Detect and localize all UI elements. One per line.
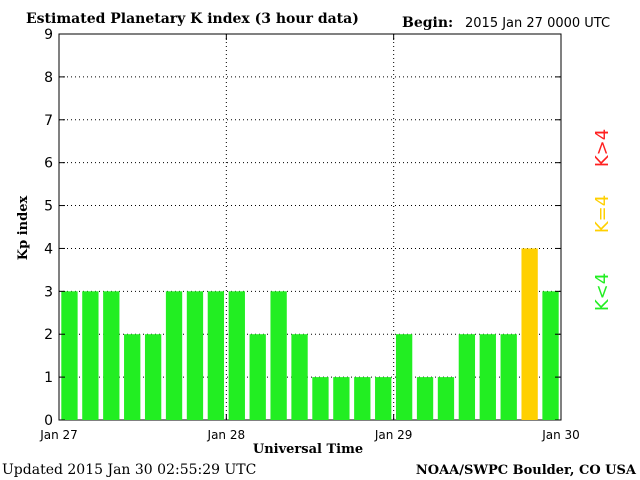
kp-bar	[61, 291, 78, 420]
plot-area	[58, 33, 562, 421]
y-tick-label: 8	[44, 70, 53, 86]
x-tick-label: Jan 28	[207, 428, 246, 442]
y-tick-label: 9	[44, 27, 53, 43]
kp-bar	[458, 334, 476, 420]
y-tick-label: 6	[44, 156, 53, 172]
kp-bar	[207, 291, 225, 420]
x-tick-label: Jan 29	[374, 428, 413, 442]
y-tick-label: 2	[44, 327, 53, 343]
y-tick-label: 5	[44, 199, 53, 215]
chart-title: Estimated Planetary K index (3 hour data…	[26, 11, 359, 27]
kp-bar	[82, 291, 99, 420]
kp-bar	[542, 291, 559, 420]
bar-series	[61, 248, 559, 420]
kp-bar	[165, 291, 183, 420]
x-tick-label: Jan 27	[39, 428, 78, 442]
kp-bar	[291, 334, 308, 420]
kp-bar	[312, 377, 329, 420]
x-axis-label: Universal Time	[253, 442, 363, 457]
legend-k-greater-4: K>4	[592, 129, 613, 167]
kp-bar	[500, 334, 517, 420]
y-tick-label: 3	[44, 284, 53, 300]
y-tick-label: 7	[44, 113, 53, 129]
source-credit: NOAA/SWPC Boulder, CO USA	[416, 463, 637, 478]
x-axis-ticks: Jan 27 Jan 28 Jan 29 Jan 30	[39, 34, 580, 442]
begin-value: 2015 Jan 27 0000 UTC	[465, 16, 610, 31]
kp-bar	[186, 291, 204, 420]
kp-bar	[521, 248, 538, 420]
legend-k-less-4: K<4	[592, 273, 613, 311]
kp-bar	[144, 334, 162, 420]
y-axis-ticks: 0 1 2 3 4 5 6 7 8 9	[44, 27, 561, 429]
y-axis-label: Kp index	[16, 196, 31, 261]
kp-bar	[437, 377, 455, 420]
kp-bar	[228, 291, 245, 420]
kp-bar	[270, 291, 287, 420]
kp-bar	[249, 334, 266, 420]
kp-bar	[479, 334, 496, 420]
kp-bar	[375, 377, 392, 420]
y-tick-label: 0	[44, 413, 53, 429]
kp-bar	[333, 377, 350, 420]
kp-bar	[103, 291, 120, 420]
y-tick-label: 1	[44, 370, 53, 386]
x-tick-label: Jan 30	[541, 428, 580, 442]
updated-timestamp: Updated 2015 Jan 30 02:55:29 UTC	[2, 462, 256, 478]
kp-bar	[395, 334, 413, 420]
legend-k-equal-4: K=4	[592, 195, 613, 233]
kp-bar	[354, 377, 371, 420]
kp-bar	[124, 334, 141, 420]
kp-bar	[416, 377, 434, 420]
y-tick-label: 4	[44, 241, 53, 257]
grid-lines	[59, 34, 561, 420]
begin-label: Begin:	[402, 15, 453, 31]
